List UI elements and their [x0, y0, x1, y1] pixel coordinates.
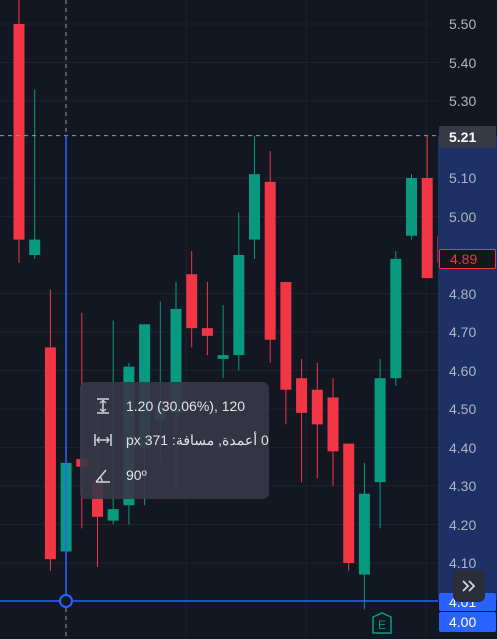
last-price-label: 4.89: [439, 249, 496, 269]
candle-body: [296, 378, 308, 413]
double-chevron-right-icon: [462, 580, 476, 592]
price-tick-label: 5.40: [449, 54, 477, 71]
measure-tooltip: 1.20 (30.06%), 120 0 أعمدة, مسافة: 371 p…: [80, 382, 269, 499]
measure-price-change: 1.20 (30.06%), 120: [126, 398, 246, 414]
price-axis[interactable]: 5.50 5.40 5.30 5.10 5.00 4.80 4.70 4.60 4.50 4.40…: [438, 0, 497, 637]
candle-body: [374, 378, 386, 483]
candle-body: [233, 255, 245, 356]
candle-body: [107, 509, 119, 521]
price-tick-label: 4.10: [449, 555, 477, 571]
range-bottom-price-label: 4.00: [439, 612, 496, 632]
measure-bars-row: 0 أعمدة, مسافة: 371 px: [80, 428, 269, 452]
candle-body: [249, 174, 260, 240]
measure-angle: 90º: [126, 467, 147, 483]
candle-body: [170, 308, 182, 413]
price-tick-label: 5.00: [449, 208, 477, 225]
crosshair-price-label: 5.21: [439, 126, 496, 148]
candle-body: [406, 178, 417, 236]
candle-body: [29, 239, 41, 255]
angle-icon: [80, 467, 126, 483]
price-axis-range-highlight: [438, 136, 497, 600]
measure-anchor-handle: [59, 594, 73, 608]
candle-body: [186, 274, 198, 329]
measure-angle-row: 90º: [80, 463, 147, 487]
candle-body: [217, 355, 229, 359]
measure-distance: 0 أعمدة, مسافة: 371 px: [126, 431, 269, 448]
candle-body: [311, 389, 323, 425]
candle-body: [343, 443, 355, 563]
measure-price-row: 1.20 (30.06%), 120: [80, 394, 245, 418]
price-tick-label: 5.50: [449, 16, 477, 32]
candle-body: [13, 24, 25, 240]
price-tick-label: 4.80: [449, 285, 477, 302]
candle-body: [280, 281, 292, 390]
measure-overlay: [0, 0, 438, 637]
candle-body: [264, 181, 276, 340]
price-tick-label: 5.10: [449, 170, 477, 186]
price-tick-label: 4.60: [449, 362, 477, 379]
candle-body: [421, 178, 433, 279]
price-tick-label: 4.40: [449, 439, 477, 456]
svg-text:E: E: [378, 618, 386, 632]
candle-body: [390, 258, 402, 379]
candle-body: [358, 493, 370, 575]
vertical-range-icon: [80, 397, 126, 415]
price-tick-label: 4.50: [449, 401, 477, 417]
scroll-to-realtime-button[interactable]: [453, 570, 485, 602]
price-tick-label: 5.30: [449, 93, 477, 109]
candlestick-series: [13, 0, 449, 610]
price-tick-label: 4.20: [449, 516, 477, 533]
price-tick-label: 4.30: [449, 478, 477, 494]
candle-body: [44, 347, 56, 560]
earnings-event-icon[interactable]: E: [372, 612, 392, 634]
candle-body: [92, 482, 103, 517]
horizontal-range-icon: [80, 433, 126, 447]
price-tick-label: 4.70: [449, 324, 477, 340]
candle-body: [327, 397, 339, 452]
candle-body: [201, 328, 213, 336]
